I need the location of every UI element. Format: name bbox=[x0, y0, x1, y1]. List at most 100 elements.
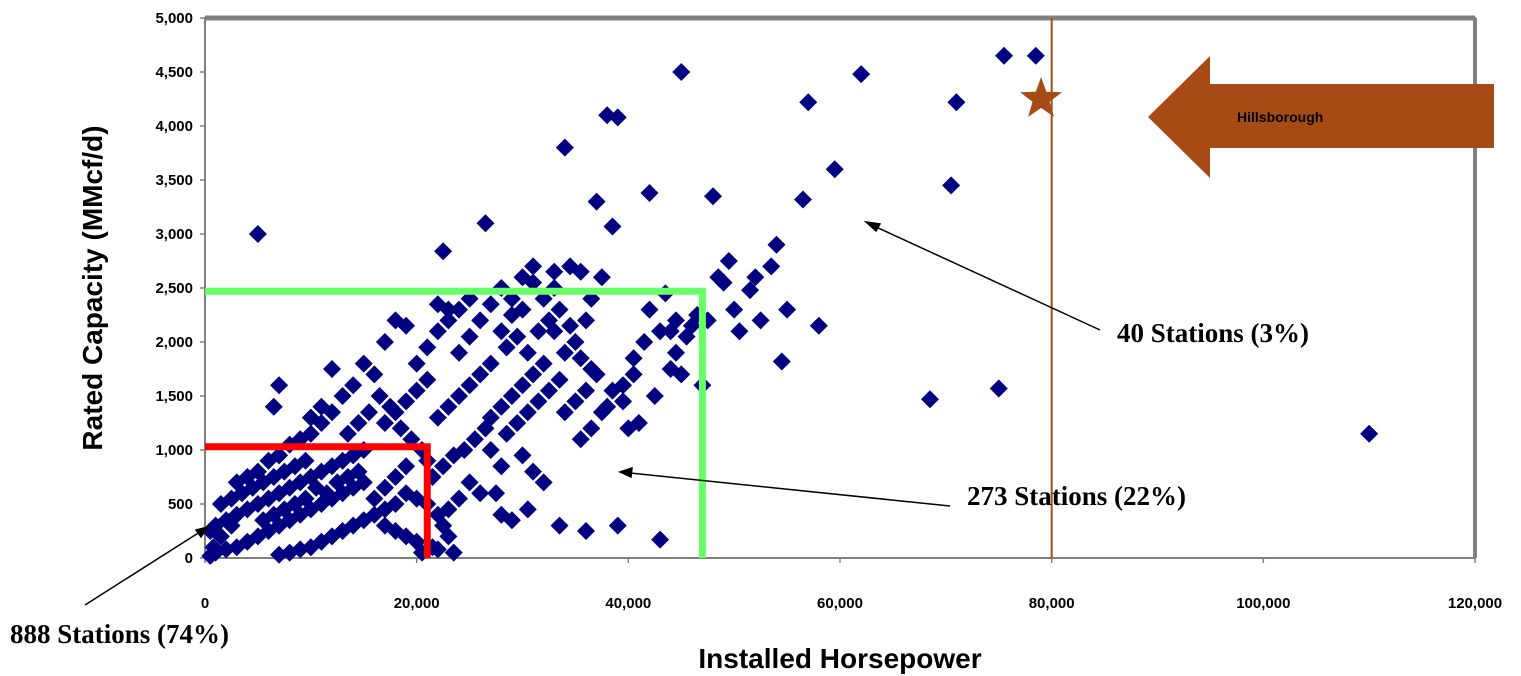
data-point bbox=[349, 462, 368, 481]
data-point bbox=[550, 370, 569, 389]
data-point bbox=[407, 354, 426, 373]
data-point bbox=[460, 376, 479, 395]
data-point bbox=[365, 489, 384, 508]
data-point bbox=[582, 360, 601, 378]
data-point bbox=[460, 473, 479, 492]
y-tick-label: 2,500 bbox=[155, 280, 193, 297]
y-tick-label: 3,000 bbox=[155, 226, 193, 243]
y-axis-ticks: 0 500 1,000 1,500 2,000 2,500 3,000 3,500 4,000 4… bbox=[155, 10, 205, 567]
data-point bbox=[518, 403, 537, 422]
data-point bbox=[254, 511, 273, 530]
y-tick-label: 3,500 bbox=[155, 172, 193, 189]
data-point bbox=[651, 322, 670, 341]
data-point bbox=[725, 300, 744, 319]
data-point bbox=[508, 414, 527, 432]
data-point bbox=[942, 176, 961, 195]
data-point bbox=[672, 63, 691, 81]
y-tick-label: 2,000 bbox=[155, 334, 193, 351]
data-point bbox=[852, 65, 871, 84]
x-axis-ticks: 0 20,000 40,000 60,000 80,000 100,000 120,000 bbox=[201, 558, 1502, 612]
data-point bbox=[550, 516, 569, 535]
data-point bbox=[566, 392, 585, 411]
region-box-outline bbox=[205, 287, 706, 558]
data-point bbox=[439, 397, 458, 416]
data-point bbox=[524, 257, 543, 276]
data-point bbox=[333, 387, 352, 405]
data-point bbox=[555, 403, 574, 422]
data-point bbox=[799, 93, 818, 112]
callout-arrow bbox=[1148, 56, 1494, 178]
x-axis-title: Installed Horsepower bbox=[698, 643, 981, 674]
data-point bbox=[476, 214, 495, 233]
data-point bbox=[592, 268, 611, 287]
data-point bbox=[608, 108, 627, 127]
data-point bbox=[539, 381, 558, 400]
data-point bbox=[508, 327, 527, 346]
data-point bbox=[762, 257, 781, 276]
data-point bbox=[450, 489, 468, 508]
data-point bbox=[386, 468, 405, 486]
data-point bbox=[746, 268, 765, 287]
data-point bbox=[428, 540, 447, 559]
data-point bbox=[619, 419, 638, 438]
data-point bbox=[381, 397, 400, 416]
data-point bbox=[375, 333, 394, 351]
data-point bbox=[529, 392, 548, 411]
data-point bbox=[471, 484, 490, 503]
data-point bbox=[502, 387, 521, 405]
data-point bbox=[704, 187, 722, 206]
data-point bbox=[391, 419, 410, 438]
data-point bbox=[471, 365, 490, 384]
data-point bbox=[529, 322, 548, 341]
data-point bbox=[624, 349, 643, 368]
data-point bbox=[518, 343, 537, 362]
star-marker bbox=[1020, 77, 1062, 117]
data-point bbox=[645, 387, 664, 405]
data-point bbox=[497, 424, 516, 443]
data-point bbox=[772, 352, 791, 371]
data-point bbox=[614, 392, 633, 411]
data-point bbox=[598, 397, 617, 416]
arrow-888-stations bbox=[84, 529, 204, 606]
data-point bbox=[561, 257, 580, 276]
data-point bbox=[344, 376, 363, 395]
data-point bbox=[375, 478, 394, 497]
data-point bbox=[719, 252, 738, 270]
data-point bbox=[577, 522, 595, 540]
data-point bbox=[323, 403, 341, 422]
annotation-40-stations: 40 Stations (3%) bbox=[1117, 318, 1309, 348]
data-point bbox=[608, 516, 627, 535]
data-point bbox=[513, 446, 532, 465]
data-point bbox=[709, 268, 728, 287]
data-point bbox=[439, 311, 458, 330]
data-point bbox=[767, 235, 786, 254]
data-point bbox=[524, 365, 543, 384]
data-point bbox=[571, 430, 590, 449]
data-point bbox=[434, 242, 453, 261]
data-point bbox=[666, 343, 685, 362]
data-point bbox=[460, 327, 479, 346]
data-point bbox=[450, 343, 468, 362]
data-point bbox=[539, 311, 558, 330]
y-tick-label: 4,500 bbox=[155, 64, 193, 81]
data-point bbox=[439, 527, 458, 546]
data-point bbox=[264, 397, 283, 416]
data-point bbox=[270, 545, 289, 564]
data-point bbox=[603, 217, 622, 236]
x-tick-label: 40,000 bbox=[605, 595, 651, 612]
data-point bbox=[481, 295, 500, 314]
data-point bbox=[386, 311, 405, 330]
data-point bbox=[375, 500, 394, 519]
annotation-arrows bbox=[84, 220, 1101, 606]
data-point bbox=[640, 300, 659, 319]
data-point bbox=[370, 387, 389, 405]
y-tick-label: 5,000 bbox=[155, 10, 193, 27]
data-point bbox=[624, 365, 643, 384]
data-point bbox=[428, 408, 447, 427]
data-point bbox=[418, 370, 437, 389]
data-point bbox=[492, 457, 511, 476]
data-point bbox=[444, 543, 463, 562]
data-point bbox=[323, 360, 341, 378]
data-point bbox=[577, 381, 595, 400]
data-point bbox=[555, 138, 574, 157]
